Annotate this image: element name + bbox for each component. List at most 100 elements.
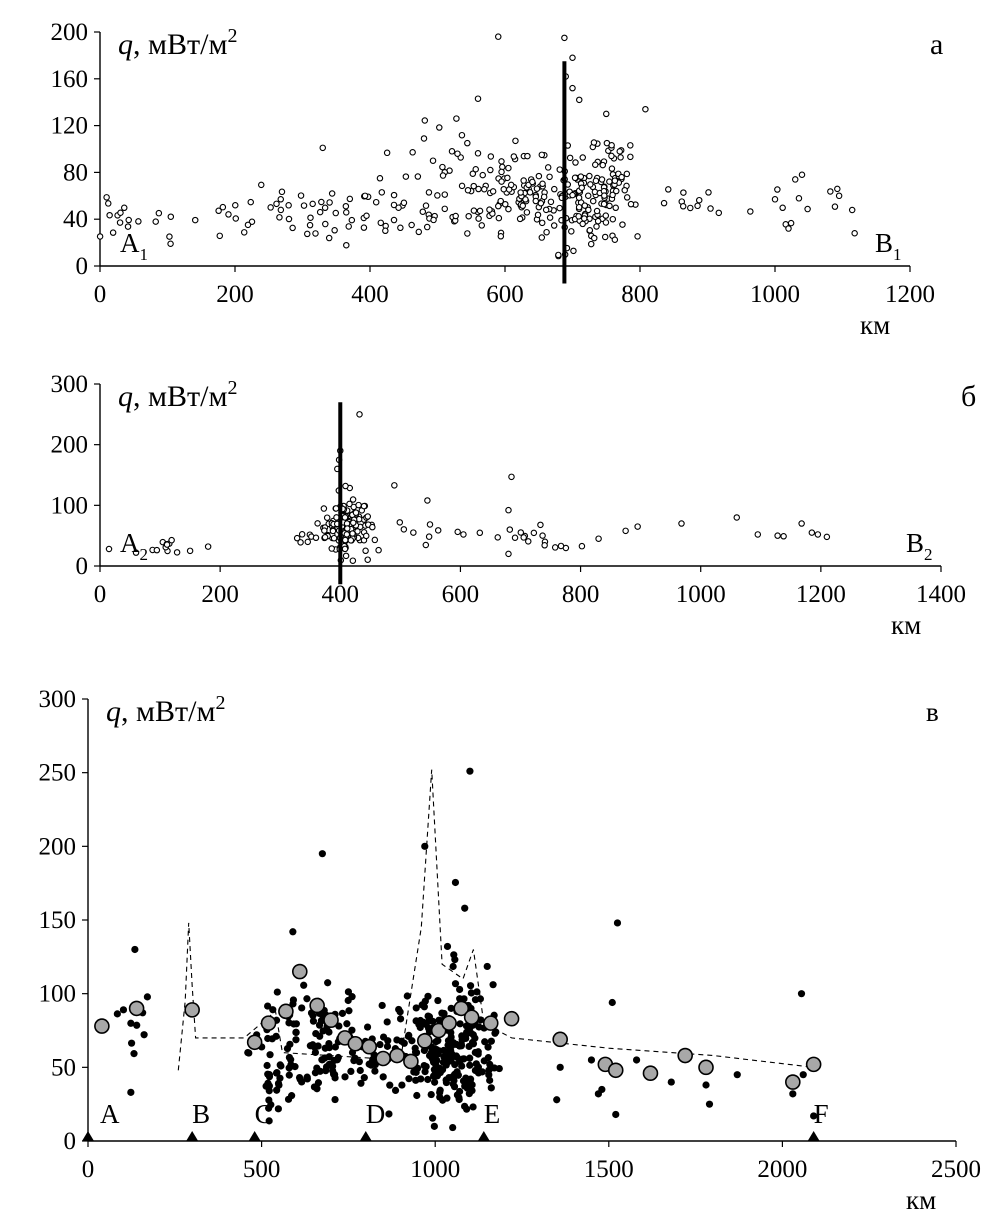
average-point: [291, 963, 308, 980]
data-point: [303, 1073, 311, 1081]
panel-b: 0 100 200 300 0 200 400 600 800 1000 1200 1400 q, мВ…: [51, 371, 977, 640]
data-point: [375, 546, 382, 554]
data-point: [487, 153, 495, 160]
data-point: [357, 1079, 365, 1087]
data-point: [546, 214, 554, 221]
data-point: [456, 1020, 464, 1028]
data-point: [383, 1018, 391, 1026]
data-point: [409, 149, 416, 156]
data-point: [384, 1037, 392, 1045]
data-point: [303, 230, 311, 238]
x-tick-label: 0: [94, 581, 107, 608]
data-point: [432, 1045, 441, 1054]
data-point: [448, 148, 456, 155]
data-point: [579, 220, 586, 228]
data-point: [383, 1042, 392, 1050]
data-point: [570, 247, 577, 255]
profile-point-label: F: [814, 1099, 829, 1129]
data-point: [273, 200, 280, 208]
data-point: [505, 164, 512, 172]
data-point: [505, 550, 512, 558]
data-point: [378, 189, 386, 196]
data-point: [395, 1005, 403, 1014]
data-point: [489, 981, 497, 989]
data-point: [524, 152, 531, 160]
data-point: [125, 216, 132, 224]
data-point: [780, 533, 787, 540]
data-point: [472, 165, 479, 173]
data-point: [466, 1054, 474, 1062]
data-point: [613, 187, 620, 195]
data-point: [436, 1088, 444, 1097]
profile-end-label-letter: B: [906, 528, 924, 558]
data-point: [318, 850, 326, 858]
data-point: [240, 229, 248, 236]
data-point: [307, 214, 314, 221]
data-point: [613, 919, 622, 927]
data-point: [556, 1063, 564, 1071]
y-axis-unit: , мВт/м: [121, 695, 215, 728]
data-point: [346, 195, 354, 203]
data-point: [586, 227, 594, 234]
data-point: [561, 34, 568, 42]
panel-v: 0 50 100 150 200 250 300 0 500 1000 1500 2000 2500 q,…: [39, 686, 982, 1215]
data-point: [216, 232, 224, 240]
data-point: [468, 1038, 477, 1047]
data-point: [416, 1023, 424, 1032]
data-point: [451, 1061, 459, 1069]
data-point: [360, 1074, 368, 1082]
data-point: [143, 993, 151, 1001]
average-point: [463, 1009, 480, 1026]
data-point: [787, 219, 795, 227]
data-point: [306, 221, 314, 229]
data-point: [612, 204, 619, 212]
data-point: [537, 521, 544, 529]
data-point: [466, 1075, 475, 1083]
y-tick-label: 80: [63, 159, 88, 186]
data-point: [153, 546, 161, 554]
x-tick-label: 1000: [410, 1156, 460, 1183]
data-point: [542, 206, 550, 214]
y-axis-unit-sup: 2: [227, 377, 237, 399]
data-point: [427, 1090, 435, 1099]
data-point: [464, 186, 472, 194]
y-tick-label: 50: [51, 1054, 76, 1081]
data-point: [609, 191, 616, 199]
data-point: [362, 532, 370, 540]
data-point: [623, 170, 631, 178]
data-point: [289, 996, 298, 1004]
average-point: [184, 1002, 200, 1018]
data-point: [804, 205, 811, 213]
data-point: [504, 174, 511, 182]
data-point: [451, 1070, 459, 1078]
data-point: [462, 1031, 470, 1039]
data-point: [396, 1015, 405, 1023]
data-point: [779, 204, 786, 212]
data-point: [163, 541, 171, 548]
data-point: [530, 529, 538, 537]
profile-point-marker: [807, 1131, 820, 1141]
data-point: [608, 998, 616, 1007]
data-point: [557, 542, 565, 550]
data-point: [292, 1036, 300, 1044]
data-point: [232, 215, 240, 222]
data-point: [679, 203, 687, 210]
data-point: [349, 519, 357, 527]
data-point: [453, 1053, 461, 1062]
data-point: [414, 173, 422, 180]
data-point: [522, 196, 529, 203]
data-point: [478, 222, 486, 229]
average-point: [698, 1059, 714, 1076]
data-point: [587, 1056, 596, 1064]
data-point: [476, 207, 484, 215]
x-axis-label: км: [906, 1185, 936, 1215]
data-point: [555, 251, 562, 259]
data-point: [447, 1033, 455, 1041]
data-point: [616, 148, 623, 155]
data-point: [733, 514, 741, 521]
y-tick-label: 100: [39, 981, 77, 1008]
data-point: [106, 211, 113, 219]
data-point: [276, 214, 283, 221]
data-point: [810, 1112, 818, 1120]
data-point: [439, 172, 447, 179]
